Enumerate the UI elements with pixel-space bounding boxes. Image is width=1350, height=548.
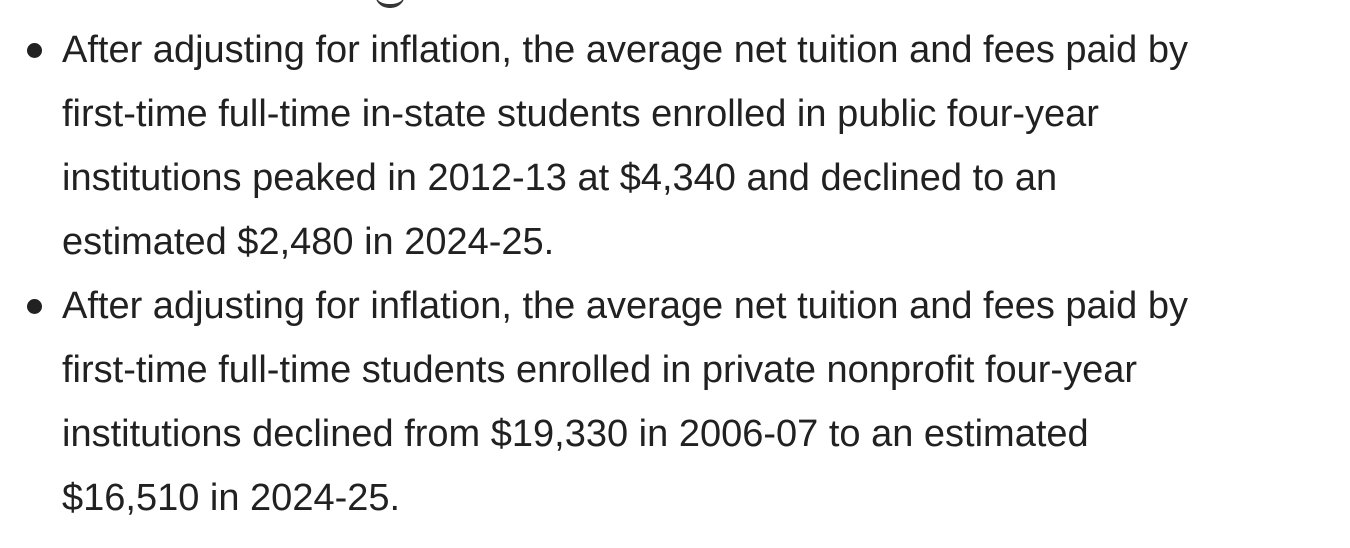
text-line: estimated $2,480 in 2024-25. — [62, 221, 555, 263]
bullet — [27, 299, 42, 314]
cropped-descender — [375, 0, 405, 8]
bullet-list: After adjusting for inflation, the avera… — [0, 18, 1188, 530]
list-item: After adjusting for inflation, the avera… — [0, 18, 1188, 274]
text-line: After adjusting for inflation, the avera… — [62, 29, 1188, 71]
text-line: institutions peaked in 2012-13 at $4,340… — [62, 157, 1058, 199]
text-line: institutions declined from $19,330 in 20… — [62, 413, 1089, 455]
text-line: After adjusting for inflation, the avera… — [62, 285, 1188, 327]
list-item: After adjusting for inflation, the avera… — [0, 274, 1188, 530]
text-line: $16,510 in 2024-25. — [62, 477, 401, 519]
text-line: first-time full-time in-state students e… — [62, 93, 1099, 135]
bullet — [27, 43, 42, 58]
text-line: first-time full-time students enrolled i… — [62, 349, 1138, 391]
